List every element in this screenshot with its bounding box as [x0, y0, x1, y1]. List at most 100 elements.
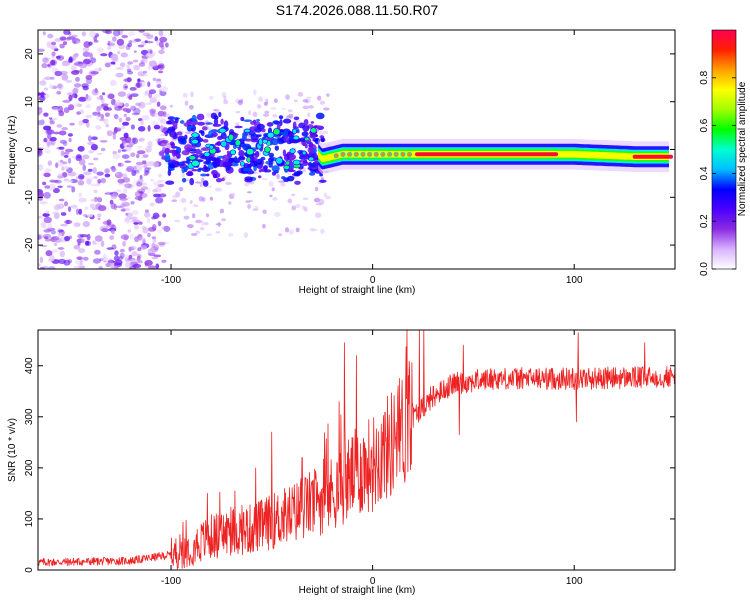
spectrogram-blob [226, 150, 231, 154]
spectrogram-blob [45, 210, 50, 214]
spectrogram-blob [160, 133, 166, 137]
spectrogram-blob [77, 241, 81, 246]
spectrogram-blob [55, 55, 61, 59]
spectrogram-blob [96, 96, 101, 100]
spectrogram-blob [288, 229, 294, 235]
spectrogram-blob [91, 88, 99, 96]
spectrogram-blob [113, 255, 120, 261]
spectrogram-blob [104, 112, 110, 117]
spectrogram-blob [310, 121, 314, 124]
spectrogram-blob [314, 125, 318, 128]
spectrogram-blob [43, 137, 48, 143]
spectrogram-blob [103, 106, 109, 111]
spectrogram-blob [142, 227, 149, 234]
spectrogram-blob [147, 140, 153, 148]
colorbar-ticks: 0.0 0.2 0.4 0.6 0.8 [699, 70, 736, 276]
spectrogram-blob [83, 58, 91, 65]
spectrogram-blob [66, 219, 70, 225]
spectrogram-blob [81, 31, 87, 37]
spectrogram-blob [159, 36, 168, 43]
spectrogram-blob [38, 48, 45, 52]
spectrogram-blob [133, 64, 141, 71]
spectrogram-blob [208, 144, 214, 150]
spectrogram-blob [213, 118, 219, 125]
spectrogram-blob [38, 95, 46, 102]
spectrogram-blob [145, 146, 153, 153]
spectrogram-blob [243, 163, 250, 168]
spectrogram-blob [149, 108, 157, 114]
spectrogram-blob [100, 240, 105, 247]
spectrogram-blob [126, 77, 132, 83]
spectrogram-blob [172, 195, 178, 199]
snr-frame [37, 329, 676, 571]
spectrogram-blob [119, 248, 125, 253]
spectrogram-blob [85, 75, 93, 80]
spectrogram-blob [59, 36, 67, 41]
spectrogram-blob [262, 223, 266, 229]
spectrogram-blob [149, 97, 157, 104]
spectrogram-blob [139, 137, 145, 142]
spectrogram-blob [210, 129, 219, 133]
spectrogram-blob [314, 186, 319, 192]
colorbar-tick-label: 0.6 [699, 118, 710, 132]
spectrogram-blob [217, 135, 223, 141]
spectrogram-blob [58, 233, 63, 237]
spectrogram-blob [234, 139, 241, 147]
spectrogram-blob [211, 132, 218, 137]
spectrogram-blob [49, 118, 54, 125]
spectrogram-blob [113, 113, 118, 118]
spectrogram-blob [134, 191, 143, 198]
spectrogram-blob [71, 34, 78, 38]
spectrogram-blob [44, 148, 51, 154]
spectrogram-blob [147, 265, 157, 269]
spectrogram-blob [181, 173, 185, 178]
spectrogram-blob [127, 229, 131, 233]
spectrogram-blob [39, 80, 47, 86]
spectrogram-blob [136, 82, 141, 88]
spectrogram-blob [158, 70, 164, 74]
spectrogram-blob [294, 203, 301, 209]
spectrogram-blob [293, 116, 300, 121]
spectrogram-blob [292, 159, 301, 166]
spectrogram-blob [53, 204, 61, 211]
spectrogram-blob [112, 133, 117, 140]
spectrogram-blob [132, 180, 140, 187]
spectrogram-blob [153, 181, 161, 187]
spectrogram-blob [122, 121, 130, 126]
spectrogram-blob [160, 124, 164, 131]
spectrogram-blob [50, 60, 56, 66]
spectrogram-blob [96, 171, 104, 176]
spectrogram-blob [71, 186, 76, 193]
spectrogram-blob [197, 121, 205, 126]
spectrogram-blob [58, 146, 65, 150]
spectrogram-blob [182, 92, 188, 98]
spectrogram-blob [58, 198, 65, 202]
spectrogram-blob [67, 133, 73, 137]
spectrogram-blob [89, 31, 96, 38]
spectrogram-blob [234, 125, 243, 129]
spectrogram-blob [157, 110, 165, 117]
spectrogram-blob [177, 161, 186, 166]
spectrogram-blob [213, 174, 218, 179]
spectrogram-blob [100, 257, 109, 261]
spectrogram-blob [230, 192, 236, 196]
spectrogram-blob [51, 117, 58, 121]
spectrogram-dot [346, 151, 353, 157]
spectrogram-blob [269, 194, 273, 198]
spectrogram-blob [90, 71, 99, 75]
spectrogram-blob [126, 212, 133, 218]
spectrogram-blob [301, 140, 307, 146]
spectrogram-blob [77, 248, 86, 254]
spectrogram-blob [130, 93, 139, 97]
spectrogram-blob [212, 161, 218, 167]
spectrogram-blob [319, 135, 325, 139]
spectrogram-blob [78, 96, 87, 102]
spectrogram-blob [148, 252, 156, 257]
spectrogram-blob [189, 151, 197, 154]
spectrogram-blob [165, 113, 171, 118]
spectrogram-blob [118, 117, 123, 123]
spectrogram-blob [83, 171, 92, 176]
spectrogram-blob [61, 74, 69, 81]
spectrogram-blob [58, 258, 66, 265]
